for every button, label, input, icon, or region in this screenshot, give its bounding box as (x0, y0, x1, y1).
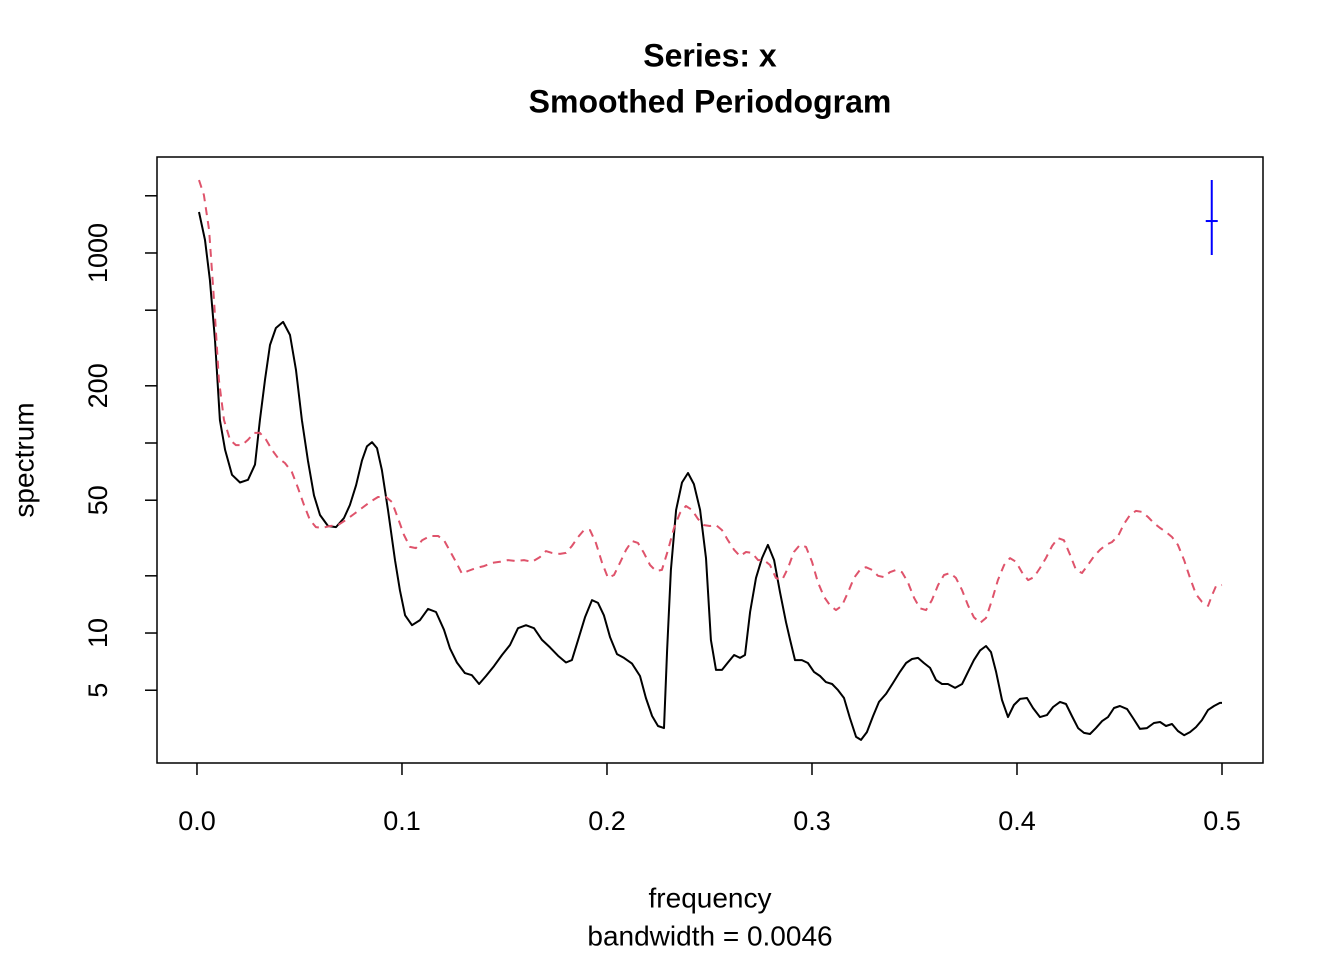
y-axis-label: spectrum (8, 402, 39, 517)
x-tick-label: 0.1 (383, 806, 421, 836)
y-tick-label: 5 (83, 683, 113, 698)
y-tick-label: 50 (83, 485, 113, 515)
x-tick-label: 0.0 (178, 806, 216, 836)
spectrum-line (198, 211, 1222, 741)
x-tick-label: 0.4 (998, 806, 1036, 836)
x-tick-label: 0.3 (793, 806, 831, 836)
y-tick-label: 1000 (83, 223, 113, 283)
x-axis-label: frequency (649, 882, 772, 913)
y-tick-label: 200 (83, 363, 113, 408)
x-tick-label: 0.2 (588, 806, 626, 836)
x-axis-sublabel: bandwidth = 0.0046 (587, 920, 832, 951)
spectrum-line (198, 179, 1223, 624)
x-tick-label: 0.5 (1203, 806, 1241, 836)
plot-frame (156, 156, 1264, 764)
chart-subtitle: Smoothed Periodogram (529, 83, 892, 119)
chart-title: Series: x (643, 37, 777, 73)
y-tick-label: 10 (83, 618, 113, 648)
